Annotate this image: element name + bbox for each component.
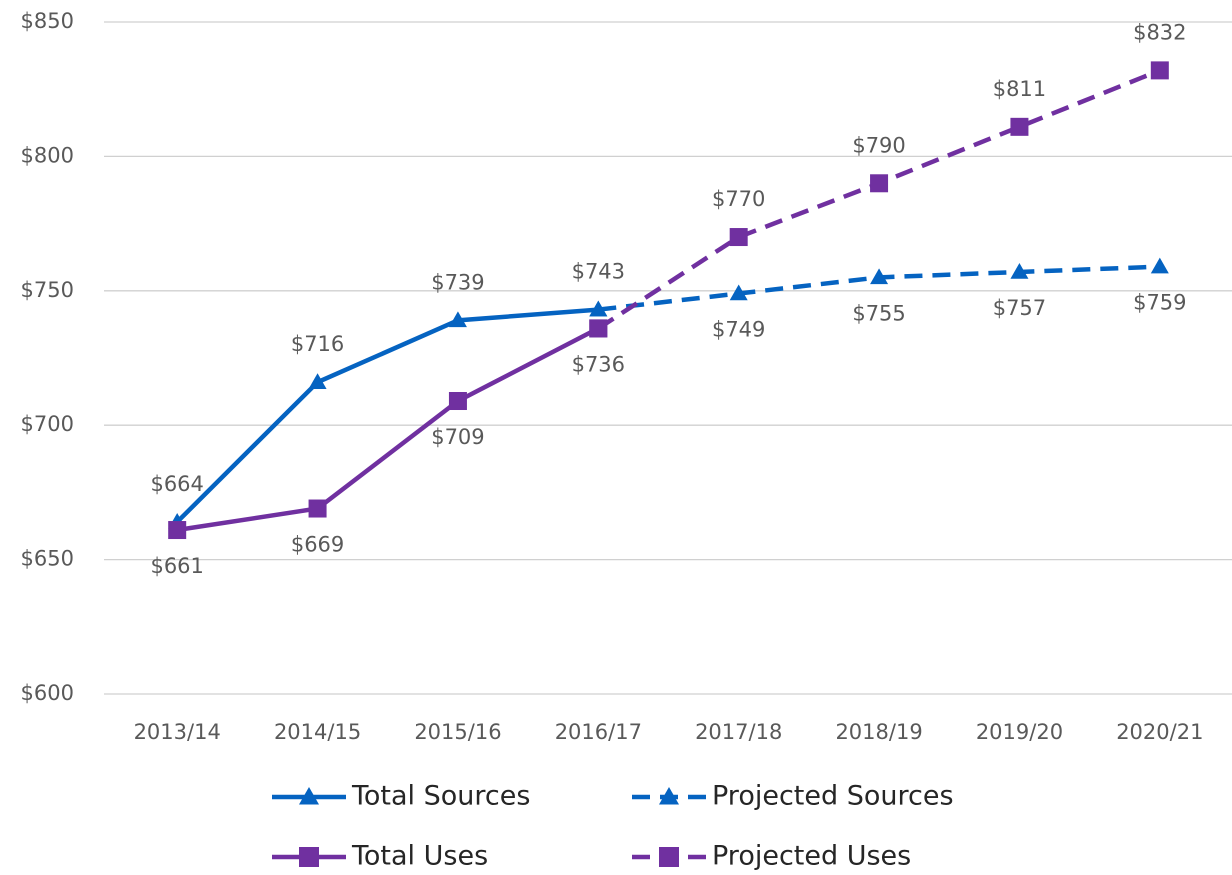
series-line: [177, 328, 598, 530]
data-point: [449, 392, 467, 410]
data-label: $811: [993, 77, 1046, 101]
x-tick-label: 2016/17: [555, 720, 642, 744]
data-label: $757: [993, 296, 1046, 320]
legend-label: Total Sources: [351, 781, 530, 812]
data-label: $661: [150, 554, 203, 578]
legend-label: Projected Sources: [712, 781, 954, 812]
y-tick-label: $850: [21, 9, 74, 33]
legend-label: Projected Uses: [712, 841, 911, 872]
data-label: $736: [572, 352, 625, 376]
data-point: [730, 228, 748, 246]
y-tick-label: $700: [21, 412, 74, 436]
data-label: $739: [431, 270, 484, 294]
x-tick-label: 2013/14: [134, 720, 221, 744]
legend-marker: [299, 847, 319, 867]
y-tick-label: $750: [21, 278, 74, 302]
data-label: $770: [712, 187, 765, 211]
data-point: [589, 319, 607, 337]
chart: $600 $650 $700 $750 $800 $850 2013/14 2014/15 20…: [0, 0, 1232, 875]
x-tick-label: 2019/20: [976, 720, 1063, 744]
series-line: [598, 70, 1160, 328]
legend-marker: [659, 847, 679, 867]
data-label: $664: [150, 472, 203, 496]
y-tick-label: $800: [21, 143, 74, 167]
x-tick-label: 2018/19: [835, 720, 922, 744]
data-point: [168, 521, 186, 539]
x-tick-label: 2017/18: [695, 720, 782, 744]
y-tick-label: $650: [21, 547, 74, 571]
data-label: $709: [431, 425, 484, 449]
data-label: $759: [1133, 291, 1186, 315]
x-tick-label: 2015/16: [414, 720, 501, 744]
series-line: [177, 310, 598, 522]
data-label: $716: [291, 332, 344, 356]
legend-label: Total Uses: [351, 841, 488, 872]
data-label: $669: [291, 533, 344, 557]
y-tick-label: $600: [21, 681, 74, 705]
data-point: [1151, 61, 1169, 79]
data-point: [870, 174, 888, 192]
data-point: [1010, 118, 1028, 136]
data-label: $743: [572, 260, 625, 284]
data-point: [309, 500, 327, 518]
data-label: $749: [712, 317, 765, 341]
data-label: $755: [852, 301, 905, 325]
data-point: [1151, 258, 1169, 274]
data-label: $832: [1133, 20, 1186, 44]
x-tick-label: 2020/21: [1116, 720, 1203, 744]
x-tick-label: 2014/15: [274, 720, 361, 744]
data-label: $790: [852, 133, 905, 157]
